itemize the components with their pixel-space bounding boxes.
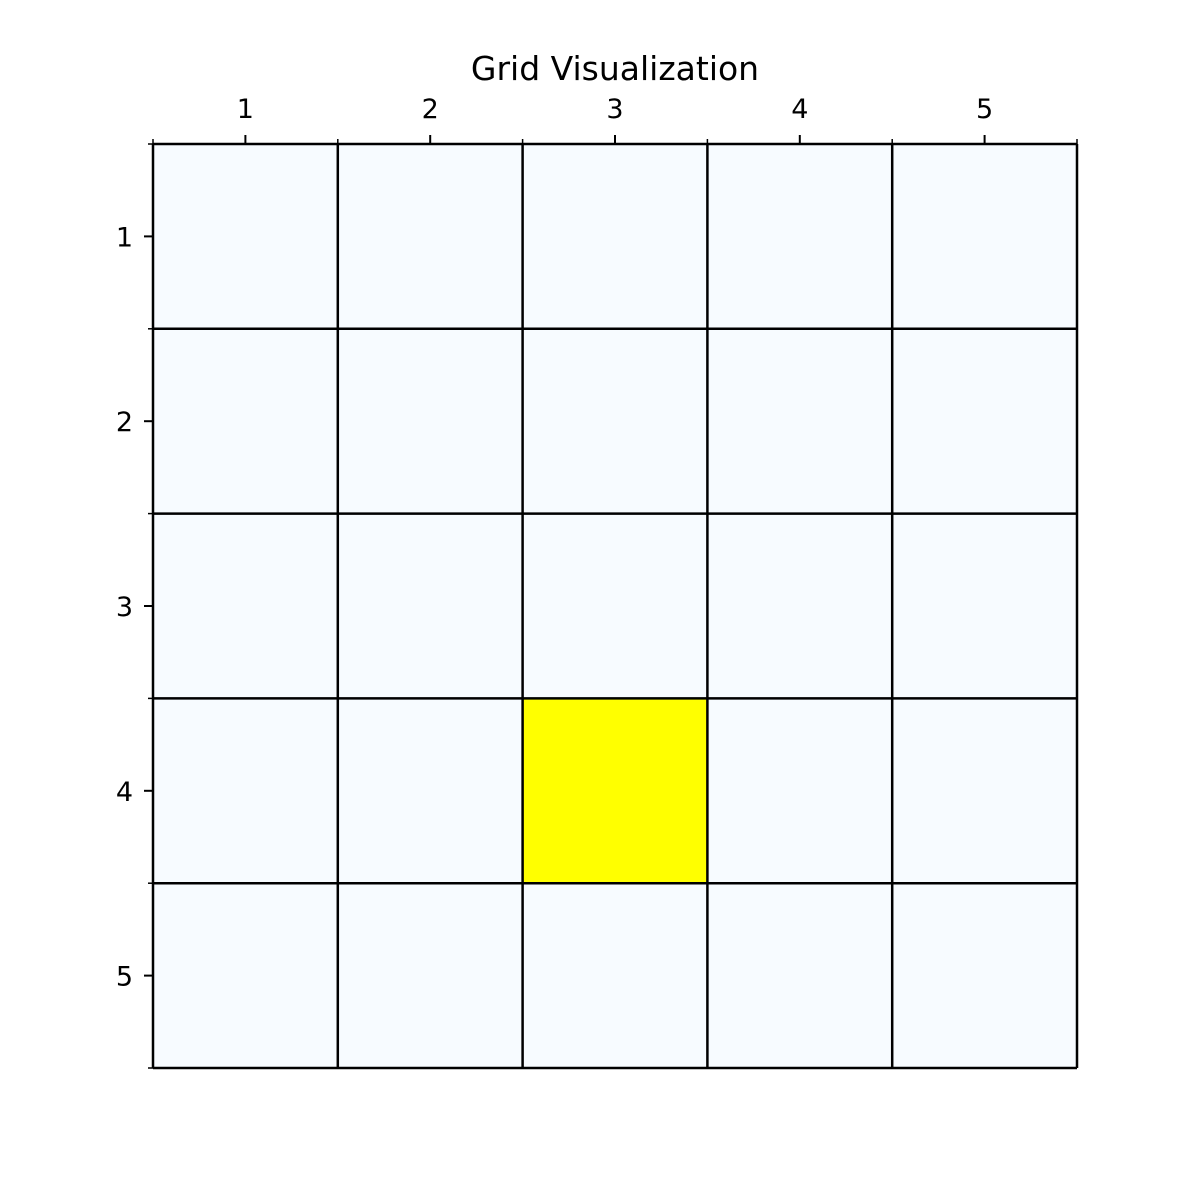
- grid-cell: [522, 883, 708, 1068]
- grid-cell: [337, 513, 523, 699]
- grid-cell: [707, 698, 893, 884]
- grid-cell: [522, 144, 708, 329]
- grid-cell: [892, 698, 1077, 884]
- grid-cell: [892, 513, 1077, 699]
- x-tick-label: 2: [422, 94, 439, 125]
- x-tick-label: 3: [606, 94, 623, 125]
- grid-cell: [892, 144, 1077, 329]
- x-tick-label: 5: [976, 94, 993, 125]
- x-tick-label: 1: [237, 94, 254, 125]
- grid-cell: [337, 328, 523, 514]
- grid-cell: [707, 513, 893, 699]
- grid-cell: [153, 144, 338, 329]
- highlighted-cell: [522, 698, 708, 884]
- y-tick-label: 4: [116, 777, 133, 808]
- grid-cell: [153, 698, 338, 884]
- grid-cell: [337, 883, 523, 1068]
- grid-cell: [707, 144, 893, 329]
- grid-cells: [153, 144, 1077, 1068]
- grid-cell: [337, 698, 523, 884]
- grid-cell: [707, 328, 893, 514]
- grid-cell: [522, 328, 708, 514]
- y-tick-label: 1: [116, 222, 133, 253]
- chart-title: Grid Visualization: [471, 49, 759, 88]
- grid-cell: [153, 328, 338, 514]
- grid-cell: [522, 513, 708, 699]
- x-axis-top: 1 2 3 4 5: [152, 94, 1078, 144]
- y-tick-label: 3: [116, 592, 133, 623]
- y-tick-label: 5: [116, 962, 133, 993]
- grid-cell: [153, 513, 338, 699]
- y-tick-label: 2: [116, 407, 133, 438]
- x-tick-label: 4: [791, 94, 808, 125]
- grid-cell: [153, 883, 338, 1068]
- grid-cell: [892, 883, 1077, 1068]
- grid-cell: [337, 144, 523, 329]
- y-axis-left: 1 2 3 4 5: [116, 143, 153, 1069]
- grid-lines: [151, 142, 1079, 1070]
- grid-cell: [707, 883, 893, 1068]
- grid-cell: [892, 328, 1077, 514]
